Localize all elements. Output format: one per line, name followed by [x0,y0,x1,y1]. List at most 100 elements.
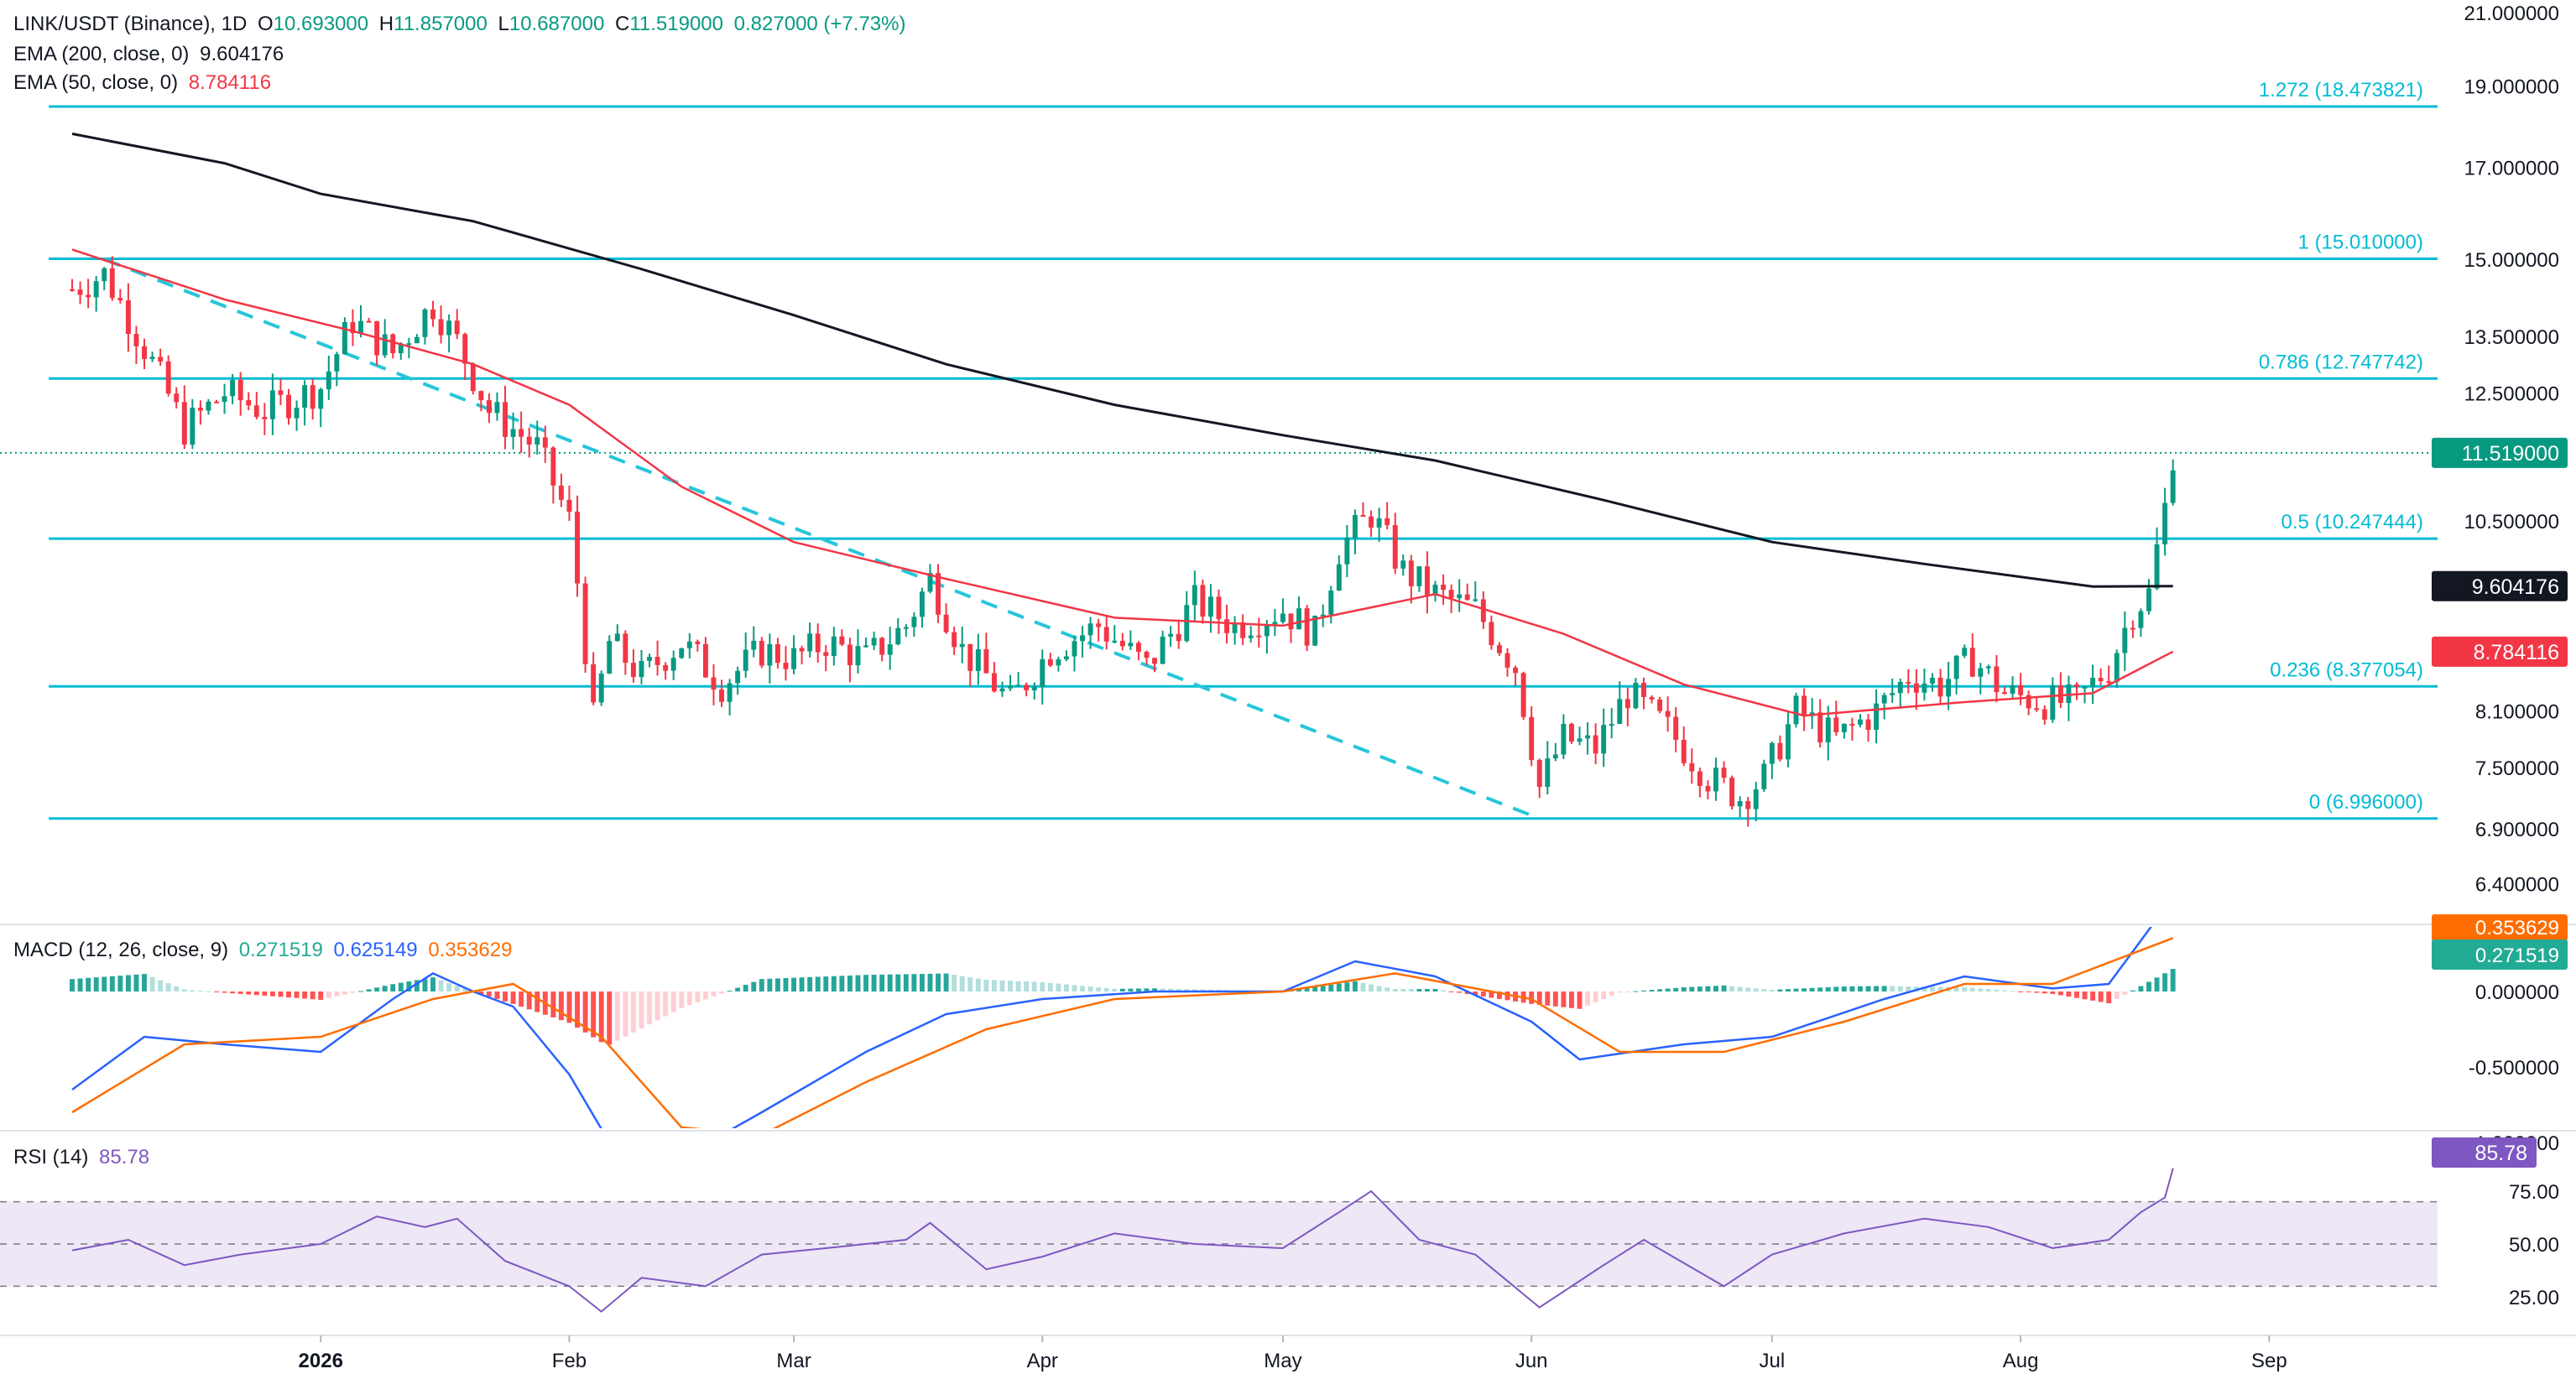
macd-histogram-bar [1184,989,1190,991]
candle-body [494,402,500,414]
candle-body [1874,703,1880,731]
rsi-label: RSI (14) [13,1146,89,1168]
close-label: C [614,13,630,35]
ema50-legend: EMA (50, close, 0) 8.784116 [13,70,276,96]
candle-body [2050,685,2056,720]
candle-body [2170,470,2176,503]
macd-histogram-bar [1713,986,1718,991]
candle-body [558,485,564,500]
candle-body [1729,778,1735,807]
macd-histogram-bar [1040,981,1046,991]
symbol-legend: LINK/USDT (Binance), 1D O10.693000 H11.8… [13,12,910,37]
candle-body [542,437,548,448]
macd-histogram-bar [654,991,660,1021]
ema50-price-label: 8.784116 [2474,641,2559,664]
rsi-legend: RSI (14) 85.78 [13,1145,154,1170]
candle-body [1593,735,1598,754]
last-price-label-box [2432,437,2568,468]
macd-histogram-bar [1825,986,1831,991]
candle-body [1681,739,1687,763]
macd-histogram-bar [430,977,435,991]
macd-histogram-bar [1489,991,1494,998]
macd-histogram-bar [1922,986,1927,991]
macd-histogram-bar [1633,991,1639,992]
candle-body [2010,684,2015,694]
macd-histogram-bar [1536,991,1542,1005]
macd-histogram-bar [278,991,284,997]
candle-body [1128,643,1134,647]
candle-body [253,405,259,417]
macd-histogram-bar [1384,987,1390,991]
candle-body [783,663,789,669]
macd-histogram-bar [2138,986,2144,991]
macd-histogram-bar [382,986,388,991]
macd-histogram-bar [1529,991,1535,1004]
candle-body [197,408,203,411]
candle-body [1168,633,1174,637]
macd-histogram-bar [774,978,780,991]
candle-body [1577,738,1583,742]
macd-histogram-bar [1296,989,1302,991]
macd-histogram-bar [2106,991,2112,1004]
candle-body [1520,673,1526,717]
ema200-price-label-box [2432,570,2568,601]
candle-body [2138,611,2144,628]
candle-body [278,390,284,395]
price-axis-tick: 8.100000 [2475,701,2559,724]
macd-histogram-bar [158,980,164,991]
macd-histogram-bar [494,991,500,999]
candle-body [77,289,83,295]
macd-histogram-bar [125,975,131,991]
macd-histogram-bar [887,974,893,991]
candle-body [1240,622,1246,638]
macd-histogram-bar [871,975,877,991]
macd-histogram-bar [269,991,275,997]
candle-body [1176,633,1181,642]
candle-body [1777,742,1783,760]
candle-body [1769,742,1775,764]
candle-body [1119,640,1125,647]
rsi-header-value: 85.78 [99,1146,150,1168]
candle-body [2074,684,2079,687]
macd-histogram-bar [1665,988,1671,991]
macd-histogram-bar [1937,986,1943,991]
macd-histogram-bar [1496,991,1502,999]
candle-body [318,389,324,409]
price-axis-tick: 7.500000 [2475,757,2559,780]
macd-histogram-bar [2146,981,2151,991]
candle-body [503,402,508,437]
macd-histogram-bar [2170,969,2176,991]
macd-histogram-bar [1761,989,1767,991]
candle-body [1232,622,1238,633]
macd-histogram-bar [1769,990,1775,991]
candle-body [1504,653,1510,668]
candle-body [1858,719,1863,725]
candle-body [2154,544,2160,589]
candle-body [2066,684,2072,704]
macd-histogram-bar [1802,988,1807,991]
candle-body [1568,723,1574,742]
candle-body [815,633,821,653]
candle-body [1825,717,1831,743]
candle-body [1008,685,1014,689]
candle-body [158,357,164,362]
candle-body [1737,801,1743,807]
macd-histogram-bar [1031,981,1037,991]
macd-histogram-bar [1328,984,1334,991]
time-axis-tick: Feb [552,1350,587,1372]
candle-body [727,683,733,702]
macd-histogram-bar [1552,991,1558,1007]
candle-body [174,393,180,403]
macd-axis-tick: -0.500000 [2469,1057,2559,1080]
candle-body [1448,590,1454,599]
macd-histogram-bar [1392,989,1398,991]
candle-body [1031,686,1037,690]
macd-histogram-bar [1072,985,1077,991]
macd-histogram-bar [2057,991,2063,996]
macd-histogram-bar [342,991,347,995]
candle-body [1264,624,1270,637]
macd-histogram-bar [374,987,380,991]
macd-histogram-bar [70,979,75,991]
candle-body [1969,648,1975,677]
